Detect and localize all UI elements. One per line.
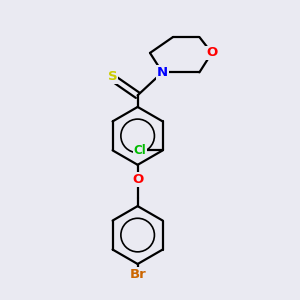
Text: Cl: Cl — [134, 144, 146, 157]
Text: N: N — [157, 66, 168, 79]
Text: O: O — [206, 46, 218, 59]
Text: Br: Br — [129, 268, 146, 281]
Text: O: O — [132, 173, 143, 186]
Text: S: S — [108, 70, 118, 83]
